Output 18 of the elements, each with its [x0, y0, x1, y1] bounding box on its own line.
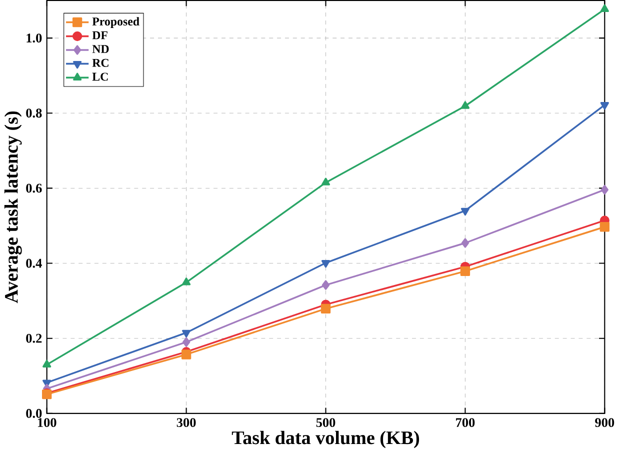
x-tick-label: 500	[316, 418, 336, 428]
legend-label: LC	[92, 72, 108, 81]
legend-label: Proposed	[92, 17, 140, 28]
y-tick-label: 1.0	[26, 34, 42, 43]
x-tick-label: 900	[595, 418, 614, 428]
legend-label: DF	[92, 32, 108, 40]
y-tick-label: 0.8	[26, 108, 42, 118]
x-tick-label: 300	[176, 418, 196, 428]
x-tick-label: 700	[456, 418, 475, 428]
y-axis-title: Average task latency (s)	[4, 112, 22, 304]
y-tick-label: 0.2	[26, 334, 42, 344]
x-tick-label: 100	[38, 418, 56, 428]
y-tick-label: 0.6	[26, 184, 42, 193]
x-axis-title: Task data volume (KB)	[232, 431, 420, 448]
legend-label: ND	[92, 45, 109, 54]
y-tick-label: 0.4	[26, 259, 42, 268]
y-tick-label: 0.0	[26, 409, 42, 418]
legend-label: RC	[92, 59, 108, 68]
